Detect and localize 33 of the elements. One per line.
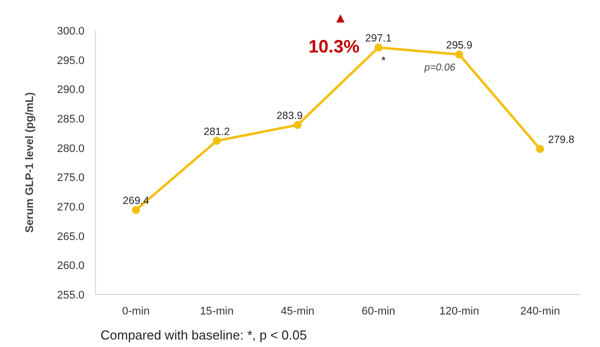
x-tick-label: 45-min xyxy=(280,306,314,318)
annotation: 10.3% xyxy=(308,36,360,56)
point xyxy=(294,120,302,129)
x-tick-label: 60-min xyxy=(362,306,396,318)
annotation: * xyxy=(381,56,386,67)
data-label: 281.2 xyxy=(204,126,230,138)
point xyxy=(455,50,464,59)
y-tick-label: 275.0 xyxy=(56,172,85,184)
point xyxy=(212,136,221,145)
x-tick-label: 120-min xyxy=(439,306,480,318)
x-tick-label: 15-min xyxy=(200,306,234,318)
x-tick-label: 0-min xyxy=(122,306,150,318)
point xyxy=(132,206,140,214)
y-tick-label: 270.0 xyxy=(56,202,85,214)
text: Compared with baseline: *, p < 0.05 xyxy=(100,328,307,342)
data-label: 295.9 xyxy=(446,40,473,52)
y-tick-label: 260.0 xyxy=(56,260,85,272)
point xyxy=(536,145,544,153)
x-tick-label: 240-min xyxy=(520,306,560,318)
y-tick-label: 295.0 xyxy=(56,54,85,67)
y-axis-title: Serum GLP-1 level (pg/mL) xyxy=(24,92,36,233)
y-tick-label: 265.0 xyxy=(56,230,85,243)
y-tick-label: 255.0 xyxy=(56,290,85,302)
annotation: p=0.06 xyxy=(423,62,456,74)
y-tick-label: 280.0 xyxy=(56,142,85,155)
y-tick-label: 300.0 xyxy=(56,26,85,38)
text: ▲ xyxy=(334,10,348,26)
data-label: 283.9 xyxy=(276,110,303,122)
point xyxy=(374,44,382,52)
data-label: 297.1 xyxy=(365,32,392,45)
data-label: 279.8 xyxy=(548,134,575,146)
y-tick-label: 285.0 xyxy=(56,114,85,126)
y-tick-label: 290.0 xyxy=(56,84,85,96)
